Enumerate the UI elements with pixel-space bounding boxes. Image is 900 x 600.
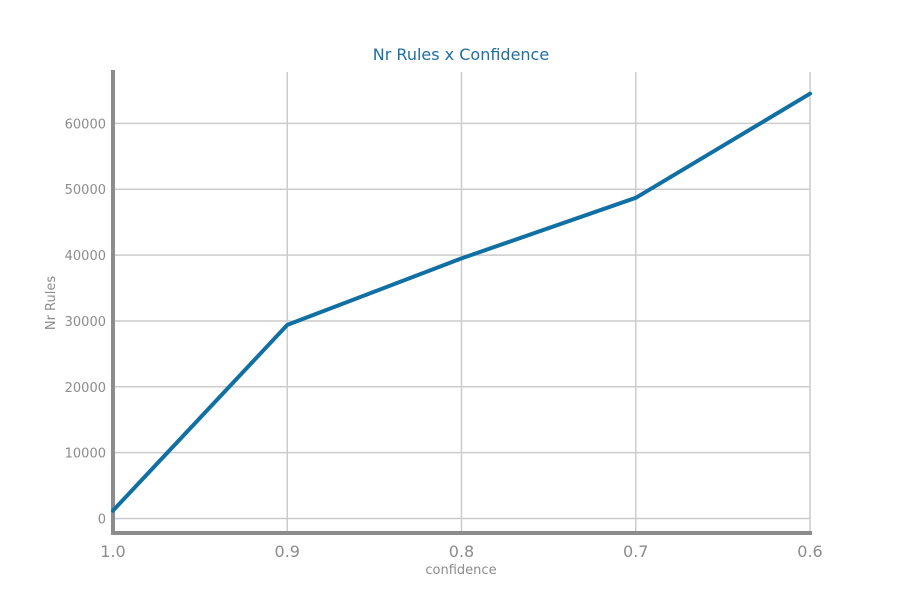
x-tick-label: 1.0 bbox=[100, 542, 125, 561]
y-axis-ticks: 0 10000 20000 30000 40000 50000 60000 bbox=[65, 117, 106, 527]
x-tick-label: 0.9 bbox=[275, 542, 300, 561]
axes-spines bbox=[111, 70, 812, 535]
x-tick-label: 0.8 bbox=[449, 542, 474, 561]
x-tick-label: 0.6 bbox=[797, 542, 822, 561]
y-axis-label: Nr Rules bbox=[44, 276, 59, 330]
y-tick-label: 50000 bbox=[65, 183, 106, 198]
x-axis-ticks: 1.0 0.9 0.8 0.7 0.6 bbox=[100, 542, 822, 561]
y-tick-label: 10000 bbox=[65, 447, 106, 462]
y-tick-label: 0 bbox=[98, 513, 106, 528]
y-tick-label: 60000 bbox=[65, 117, 106, 132]
series-lines bbox=[111, 91, 812, 513]
chart-title: Nr Rules x Confidence bbox=[373, 45, 549, 64]
x-axis-label: confidence bbox=[425, 563, 496, 578]
y-tick-label: 30000 bbox=[65, 315, 106, 330]
gridlines bbox=[112, 72, 811, 533]
y-tick-label: 20000 bbox=[65, 381, 106, 396]
series-line bbox=[111, 91, 812, 513]
y-tick-label: 40000 bbox=[65, 249, 106, 264]
x-tick-label: 0.7 bbox=[623, 542, 648, 561]
